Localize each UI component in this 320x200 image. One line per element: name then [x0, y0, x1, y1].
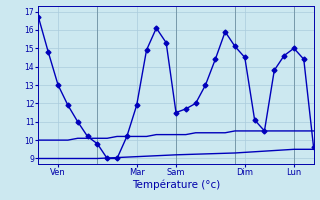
- X-axis label: Température (°c): Température (°c): [132, 180, 220, 190]
